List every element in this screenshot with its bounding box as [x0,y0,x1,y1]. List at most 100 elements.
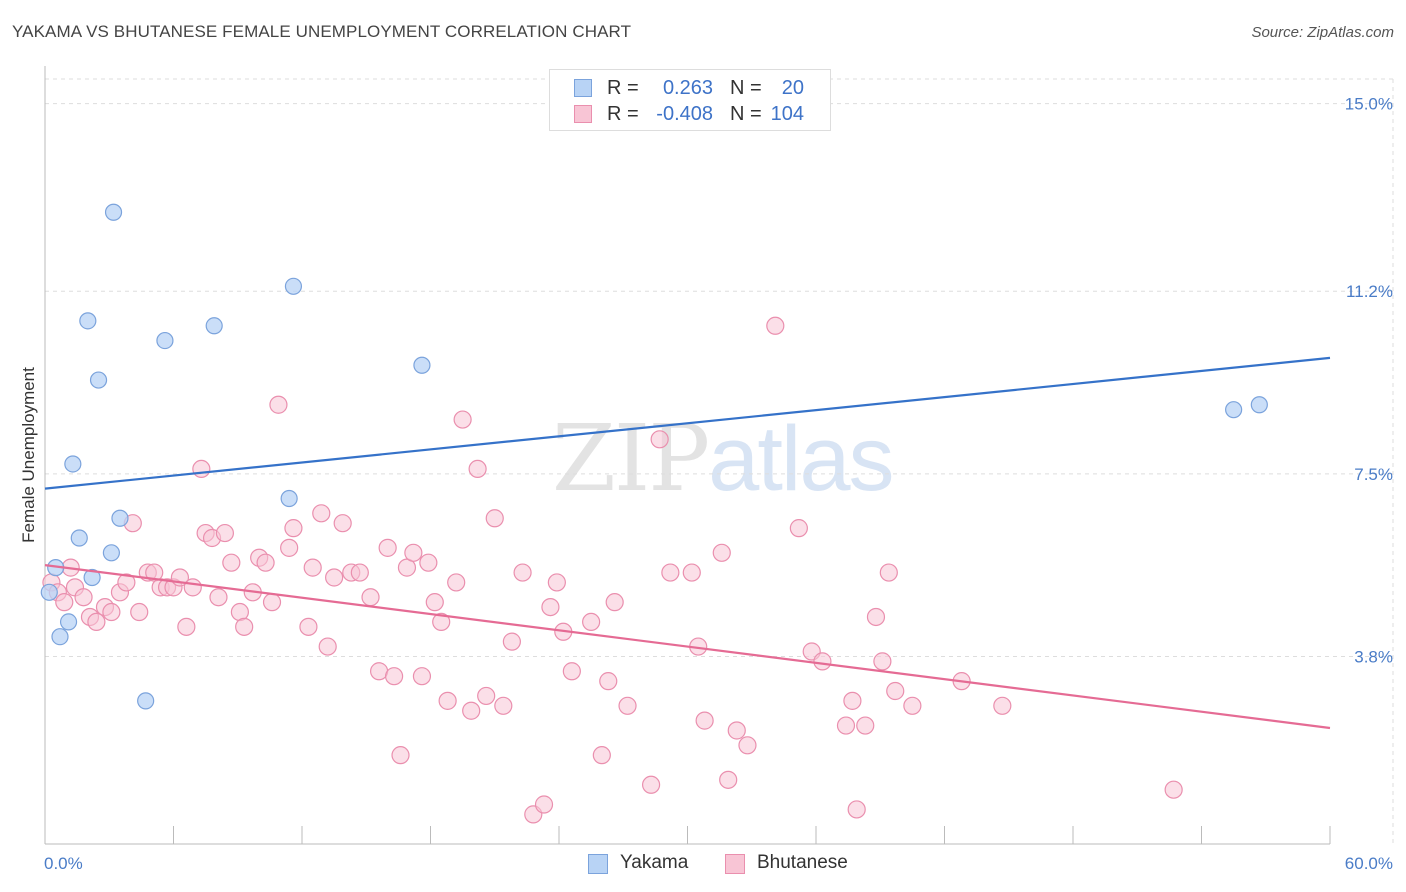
bhutanese-point [235,617,254,636]
yakama-point [70,529,88,547]
bhutanese-point [425,593,444,612]
yakama-point [205,317,223,335]
legend-r-label: R = [607,103,639,125]
yakama-point [1225,401,1243,419]
bhutanese-point [412,667,432,686]
bhutanese-point [541,597,560,617]
bhutanese-point [866,607,886,627]
axes [44,66,1331,845]
bhutanese-point [312,504,331,523]
bhutanese-point [847,800,866,819]
bhutanese-point [993,696,1012,715]
watermark-atlas: atlas [708,408,894,510]
bhutanese-point [432,612,451,632]
bhutanese-point [333,514,352,533]
legend-n-value: 20 [781,77,804,99]
bhutanese-point [280,538,299,557]
bhutanese-point [1164,780,1183,799]
yakama-point [83,568,101,587]
legend-r-value: 0.263 [662,77,713,99]
bhutanese-point [695,711,714,730]
source-label: Source: ZipAtlas.com [1251,24,1394,41]
yakama-point [51,628,69,646]
legend-n-label: N = [730,77,762,99]
bhutanese-point [318,637,337,656]
x-tick-label: 60.0% [1345,854,1393,873]
yakama-point [59,613,78,631]
bhutanese-legend-label: Bhutanese [757,852,848,873]
bhutanese-point [222,553,241,572]
bhutanese-point [269,395,288,414]
yakama-point [156,331,174,350]
bhutanese-point [719,770,738,789]
bhutanese-point [712,543,731,562]
bhutanese-point [361,588,380,607]
bhutanese-point [682,563,701,582]
bhutanese-point [384,667,404,686]
yakama-point [64,455,82,473]
bhutanese-point [562,662,581,681]
bhutanese-point [303,558,322,577]
bhutanese-point [192,459,211,479]
bhutanese-point [130,602,149,622]
bhutanese-point [477,686,496,706]
yakama-point [284,277,303,295]
bhutanese-point [453,410,472,429]
bhutanese-point [727,721,746,740]
chart-title: YAKAMA VS BHUTANESE FEMALE UNEMPLOYMENT … [12,22,632,41]
bhutanese-point [766,316,785,335]
bhutanese-swatch [574,105,592,123]
bhutanese-point [813,652,832,671]
bhutanese-point [468,459,487,479]
bhutanese-point [87,612,106,632]
yakama-point [40,583,58,601]
bhutanese-point [378,538,397,557]
trend-lines [44,356,1331,730]
bhutanese-point [856,716,875,735]
bhutanese-point [74,588,93,607]
x-tick-label: 0.0% [44,854,83,873]
bhutanese-trend-line [44,564,1331,730]
yakama-point [89,371,108,389]
yakama-point [79,312,97,330]
bhutanese-point [618,696,637,715]
bhutanese-point [438,691,457,710]
bhutanese-point [789,519,808,538]
yakama-point [137,692,155,710]
y-tick-label: 7.5% [1354,465,1393,484]
grid-lines [45,78,1395,844]
yakama-point [280,489,298,508]
bhutanese-point [419,553,438,572]
bhutanese-point [209,588,228,607]
bhutanese-point [299,617,318,636]
legend-r-label: R = [607,77,639,99]
correlation-legend: R = 0.263 N = 20 R = -0.408 N = 104 [549,69,831,131]
bhutanese-point [183,578,202,597]
y-tick-label: 3.8% [1354,647,1393,666]
bhutanese-point [836,716,856,735]
bhutanese-point [494,696,513,715]
yakama-point [413,356,431,374]
bhutanese-point [582,612,601,632]
bhutanese-point [462,701,481,720]
bhutanese-point [447,573,466,592]
bhutanese-legend-swatch [725,854,745,874]
legend-n-value: 104 [770,103,804,125]
bhutanese-point [650,430,669,449]
bhutanese-points [42,316,1183,824]
bhutanese-point [513,563,532,582]
bhutanese-point [547,573,566,592]
yakama-swatch [574,79,592,97]
y-tick-label: 11.2% [1346,282,1393,301]
bhutanese-point [117,573,136,592]
bhutanese-point [879,563,898,582]
bhutanese-point [592,746,611,765]
y-tick-label: 15.0% [1345,95,1393,114]
bhutanese-point [325,568,344,587]
axis-labels: 15.0% 11.2% 7.5% 3.8% 0.0% 60.0% Female Unempl… [19,95,1393,873]
yakama-points [40,203,1268,710]
bhutanese-point [404,543,423,562]
legend-row-yakama: R = 0.263 N = 20 [550,75,830,101]
yakama-trend-line [44,356,1331,490]
bhutanese-point [391,746,410,765]
